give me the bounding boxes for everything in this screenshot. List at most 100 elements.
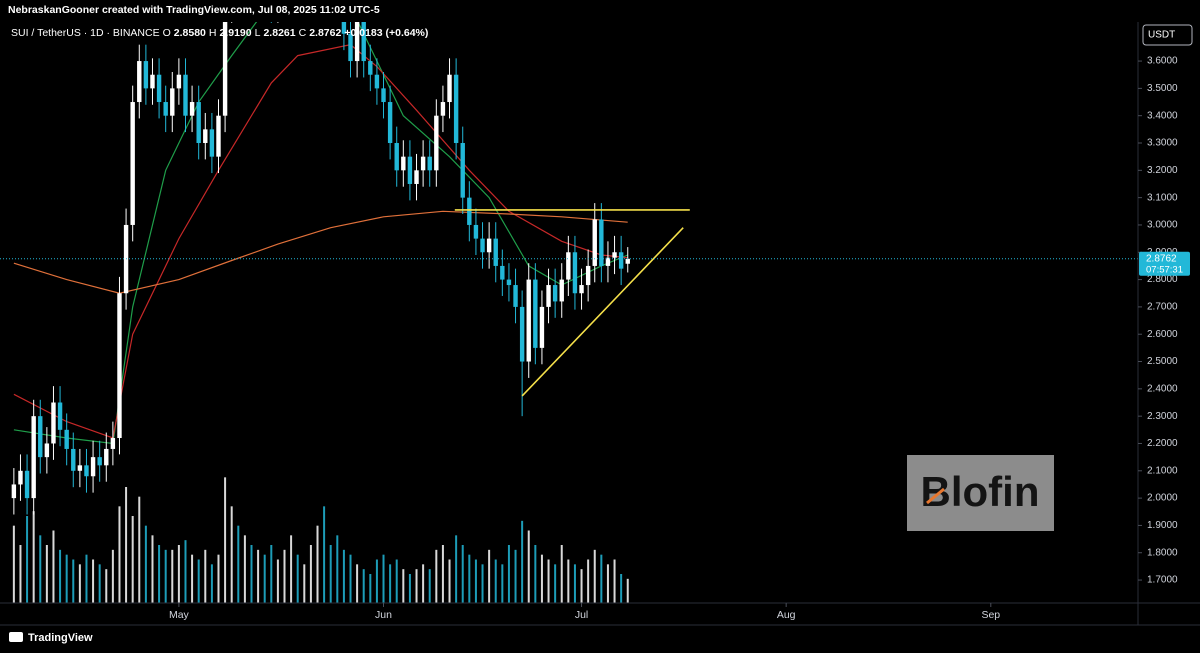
watermark: Blofin bbox=[921, 468, 1040, 515]
volume-bar bbox=[131, 516, 134, 603]
candle-body bbox=[440, 102, 446, 116]
legend: SUI / TetherUS · 1D · BINANCE O 2.8580 H 2.9… bbox=[11, 27, 428, 39]
volume-bar bbox=[620, 574, 623, 603]
legend-value: 2.9190 bbox=[220, 27, 252, 39]
volume-bar bbox=[283, 549, 286, 603]
y-tick-label: 3.6000 bbox=[1147, 56, 1178, 67]
candle-body bbox=[599, 219, 604, 266]
volume-bar bbox=[45, 545, 48, 603]
last-price-label: 2.8762 bbox=[1146, 253, 1177, 264]
y-tick-label: 3.0000 bbox=[1147, 220, 1178, 231]
candle-body bbox=[209, 129, 215, 157]
volume-bar bbox=[560, 545, 563, 603]
candle-body bbox=[196, 102, 201, 144]
legend-label: H bbox=[209, 27, 217, 39]
y-tick-label: 2.8000 bbox=[1147, 274, 1178, 285]
y-tick-label: 2.5000 bbox=[1147, 356, 1178, 367]
candle-body bbox=[71, 448, 76, 471]
trend-line bbox=[521, 227, 684, 397]
symbol: SUI / TetherUS · 1D · BINANCE bbox=[11, 27, 160, 39]
volume-bar bbox=[415, 569, 418, 603]
candle-body bbox=[500, 265, 505, 280]
candle-body bbox=[513, 285, 518, 307]
volume-bar bbox=[349, 554, 352, 603]
candle-body bbox=[526, 279, 531, 362]
y-tick-label: 2.4000 bbox=[1147, 383, 1178, 394]
legend-label: C bbox=[299, 27, 307, 39]
volume-bar bbox=[342, 549, 345, 603]
y-tick-label: 3.1000 bbox=[1147, 192, 1178, 203]
volume-bar bbox=[356, 564, 359, 603]
candle-body bbox=[57, 402, 63, 430]
candle-body bbox=[420, 156, 426, 171]
volume-bar bbox=[217, 554, 220, 603]
candle-body bbox=[97, 457, 102, 466]
volume-bar bbox=[72, 559, 75, 603]
volume-bar bbox=[382, 554, 385, 603]
candle-body bbox=[612, 252, 617, 258]
volume-bar bbox=[177, 545, 180, 603]
candle-body bbox=[605, 257, 611, 266]
volume-bar bbox=[587, 559, 590, 603]
candle-body bbox=[533, 279, 538, 348]
volume-bar bbox=[144, 525, 147, 603]
volume-bar bbox=[32, 511, 35, 603]
candle-body bbox=[44, 443, 50, 458]
volume-bar bbox=[593, 549, 596, 603]
candle-body bbox=[585, 265, 591, 286]
candle-body bbox=[467, 197, 472, 225]
candle-body bbox=[453, 74, 459, 144]
candle-body bbox=[18, 470, 23, 485]
currency[interactable]: USDT bbox=[1148, 30, 1175, 41]
volume-bar bbox=[441, 545, 444, 603]
candle-body bbox=[361, 22, 366, 62]
candle-body bbox=[104, 448, 109, 466]
volume-bar bbox=[243, 535, 246, 603]
volume-bar bbox=[402, 569, 405, 603]
candle-body bbox=[77, 465, 83, 471]
volume-bar bbox=[105, 569, 108, 603]
volume-bar bbox=[455, 535, 458, 603]
candle-body bbox=[216, 115, 221, 157]
candle-body bbox=[117, 293, 122, 439]
volume-bar bbox=[138, 496, 141, 603]
candle-body bbox=[387, 102, 393, 144]
y-tick-label: 1.7000 bbox=[1147, 575, 1178, 586]
x-tick-label: Aug bbox=[777, 609, 796, 621]
volume-bar bbox=[309, 545, 312, 603]
volume-bar bbox=[494, 559, 497, 603]
watermark-box bbox=[907, 455, 1054, 531]
volume-bar bbox=[527, 530, 530, 603]
volume-bar bbox=[125, 487, 128, 603]
y-tick-label: 2.1000 bbox=[1147, 465, 1178, 476]
candle-body bbox=[572, 252, 578, 294]
volume-bar bbox=[197, 559, 200, 603]
moving-average bbox=[13, 44, 628, 439]
volume-bar bbox=[336, 535, 339, 603]
candle-body bbox=[189, 102, 195, 116]
last-price-box bbox=[1139, 251, 1190, 276]
candle-body bbox=[51, 402, 56, 444]
candle-body bbox=[539, 306, 545, 348]
credit: NebraskanGooner created with TradingView… bbox=[8, 4, 380, 16]
y-tick-label: 2.2000 bbox=[1147, 438, 1178, 449]
y-tick-label: 2.6000 bbox=[1147, 329, 1178, 340]
volume-bar bbox=[52, 530, 55, 603]
volume-bar bbox=[507, 545, 510, 603]
volume-bar bbox=[237, 525, 240, 603]
currency-button[interactable] bbox=[1142, 24, 1193, 46]
volume-bar bbox=[626, 578, 629, 603]
brand: TradingView bbox=[28, 632, 93, 644]
volume-bar bbox=[92, 559, 95, 603]
candle-body bbox=[473, 224, 479, 239]
candle-body bbox=[546, 285, 551, 307]
y-tick-label: 2.0000 bbox=[1147, 493, 1178, 504]
x-tick-label: May bbox=[169, 609, 190, 621]
candle-body bbox=[348, 33, 353, 62]
volume-bar bbox=[171, 549, 174, 603]
watermark-accent bbox=[926, 487, 945, 505]
candle-body bbox=[341, 22, 347, 34]
candle-body bbox=[486, 238, 492, 253]
